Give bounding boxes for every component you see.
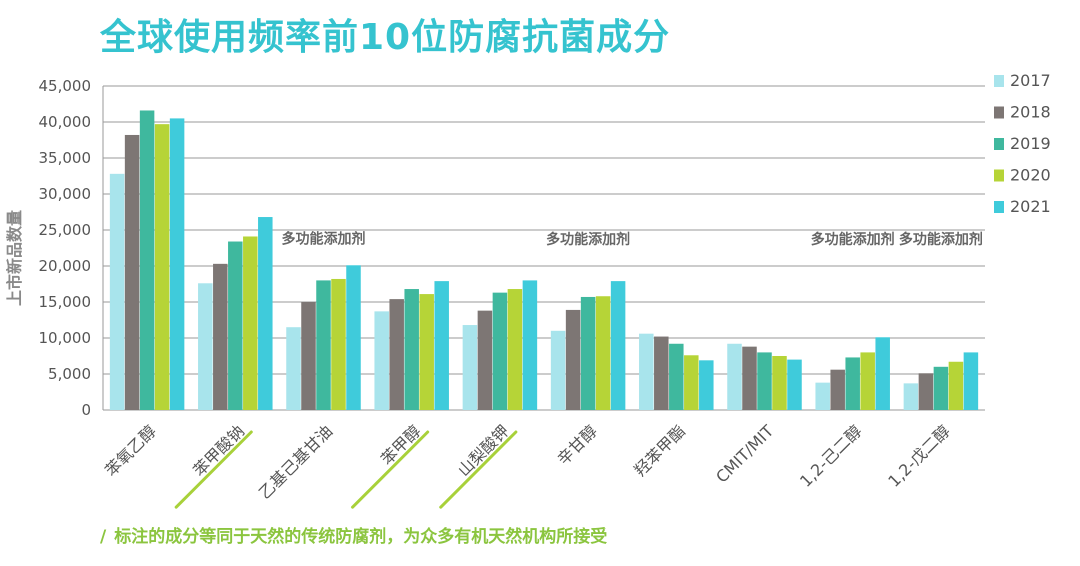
category-label: 乙基己基甘油 [255, 421, 336, 502]
annotation: 多功能添加剂 [899, 231, 983, 248]
footnote: / 标注的成分等同于天然的传统防腐剂，为众多有机天然机构所接受 [100, 522, 607, 547]
bar-chart: 0 5,000 10,000 15,000 20,000 25,000 30,000 35,0… [5, 71, 1051, 509]
bar [228, 241, 243, 410]
bar [669, 343, 684, 410]
category-label: 山梨酸钾 [454, 421, 513, 480]
category-label: 苯氧乙醇 [101, 421, 160, 480]
legend-swatch [994, 138, 1004, 150]
bar [742, 346, 757, 410]
y-axis: 0 5,000 10,000 15,000 20,000 25,000 30,000 35,0… [39, 77, 985, 419]
bar [772, 356, 787, 410]
bar [404, 289, 419, 410]
x-axis-categories: 苯氧乙醇 苯甲酸钠 乙基己基甘油 苯甲醇 山梨酸钾 辛甘醇 羟苯甲酯 CMIT/MIT 1,2-… [101, 421, 954, 509]
bar [830, 369, 845, 410]
bar [918, 373, 934, 410]
bar [258, 217, 273, 410]
category-underline [174, 430, 253, 509]
category-label: 羟苯甲酯 [630, 421, 689, 480]
bar [109, 173, 125, 410]
category-label: 1,2-戊二醇 [884, 421, 953, 490]
bar [301, 302, 316, 410]
category-underline [351, 430, 430, 509]
y-tick-label: 30,000 [39, 185, 92, 203]
bar [213, 263, 228, 410]
y-tick-label: 45,000 [39, 77, 92, 95]
bar [845, 357, 860, 410]
bar [198, 283, 213, 410]
legend-label: 2021 [1010, 197, 1051, 216]
bar [492, 292, 508, 410]
bar [286, 327, 301, 410]
legend-label: 2017 [1010, 71, 1051, 90]
bar [169, 118, 185, 411]
bar [963, 352, 979, 410]
bar [419, 294, 434, 410]
y-tick-label: 20,000 [39, 257, 92, 275]
y-tick-label: 25,000 [39, 221, 92, 239]
category-label: 苯甲醇 [377, 421, 424, 468]
bar [346, 265, 361, 410]
category-label: 苯甲酸钠 [189, 421, 248, 480]
annotation: 多功能添加剂 [811, 231, 895, 248]
y-axis-label: 上市新品数量 [5, 210, 24, 306]
bar [787, 359, 802, 410]
legend-swatch [994, 75, 1004, 87]
bar [477, 310, 493, 410]
legend-swatch [994, 106, 1004, 119]
category-label: 1,2-己二醇 [796, 421, 865, 490]
bar [462, 325, 478, 410]
legend-label: 2018 [1010, 103, 1051, 122]
bar [933, 366, 949, 410]
bar [684, 355, 699, 410]
bar [565, 309, 581, 410]
annotation: 多功能添加剂 [282, 230, 366, 247]
chart-title: 全球使用频率前10位防腐抗菌成分 [100, 17, 671, 58]
bar [124, 134, 140, 410]
legend-label: 2019 [1010, 134, 1051, 153]
bar [903, 383, 919, 410]
y-tick-label: 40,000 [39, 113, 92, 131]
bar [434, 281, 449, 410]
bar [139, 110, 155, 410]
bar [331, 278, 346, 410]
bar [389, 299, 404, 410]
bar [860, 352, 875, 410]
bar [699, 360, 714, 410]
bar [595, 296, 611, 410]
annotation: 多功能添加剂 [546, 231, 630, 248]
bar [374, 311, 389, 410]
y-tick-label: 0 [81, 401, 91, 419]
bar [610, 281, 626, 410]
legend-swatch [994, 201, 1004, 213]
category-underline [439, 430, 518, 509]
bar [243, 236, 258, 410]
bars [109, 110, 979, 411]
bar [727, 343, 742, 410]
bar [550, 330, 566, 410]
footnote-mark: / [100, 527, 107, 547]
bar [654, 336, 669, 410]
legend: 2017 2018 2019 2020 2021 [994, 71, 1051, 216]
footnote-text: 标注的成分等同于天然的传统防腐剂，为众多有机天然机构所接受 [114, 527, 608, 547]
bar [507, 289, 523, 410]
y-tick-label: 35,000 [39, 149, 92, 167]
annotations: 多功能添加剂 多功能添加剂 多功能添加剂 多功能添加剂 [282, 230, 983, 248]
bar [948, 361, 964, 410]
bar [639, 333, 654, 410]
legend-swatch [994, 169, 1004, 182]
y-tick-label: 15,000 [39, 293, 92, 311]
bar [316, 280, 331, 410]
legend-label: 2020 [1010, 166, 1051, 185]
y-tick-label: 5,000 [48, 365, 91, 383]
category-label: CMIT/MIT [712, 421, 777, 486]
y-tick-label: 10,000 [39, 329, 92, 347]
bar [154, 124, 170, 410]
category-label: 辛甘醇 [554, 421, 601, 468]
bar [580, 296, 596, 410]
bar [522, 280, 538, 410]
bar [875, 337, 890, 410]
bar [757, 352, 772, 410]
bar [815, 382, 830, 410]
